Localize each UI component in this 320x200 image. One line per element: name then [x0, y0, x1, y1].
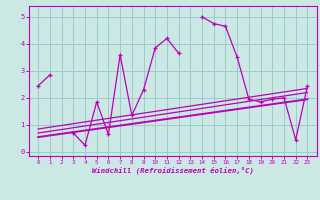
X-axis label: Windchill (Refroidissement éolien,°C): Windchill (Refroidissement éolien,°C): [92, 167, 254, 174]
